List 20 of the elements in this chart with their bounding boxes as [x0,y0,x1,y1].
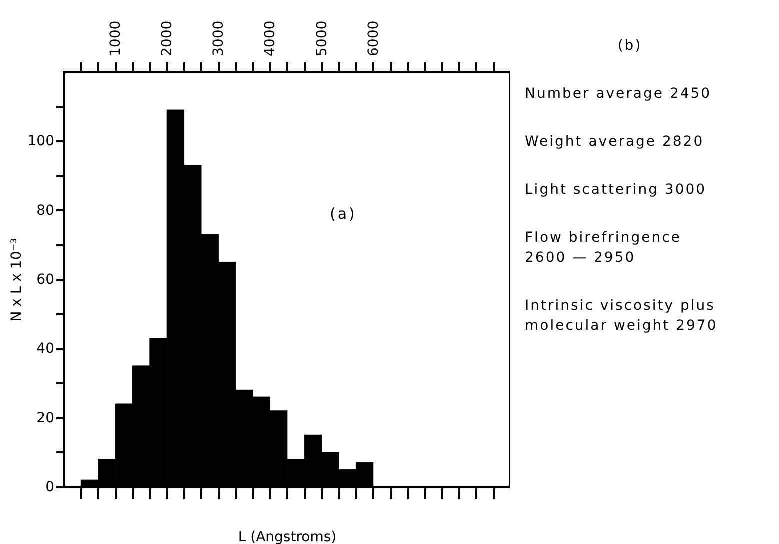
text: Weight average 2820 [525,133,706,152]
y-tick-label: 60 [36,272,54,288]
y-axis-title: N x L x 10⁻³ [8,238,25,322]
text: Number average 2450 [525,85,713,104]
y-tick-label: 100 [28,134,54,150]
annotation: (a) [330,205,357,223]
text: (b) [616,37,644,56]
y-tick-label: 20 [36,410,54,426]
y-tick-label: 80 [36,202,54,219]
x-tick-label: 6000 [366,20,382,56]
text: Intrinsic viscosity plus molecular weight 2970 [525,297,719,336]
x-tick-label: 3000 [211,20,228,56]
y-tick-label: 40 [36,341,54,358]
x-tick-label: 2000 [160,20,176,56]
text: Light scattering 3000 [525,181,708,200]
x-tick-label: 1000 [108,20,124,56]
x-tick-label: 5000 [314,20,330,56]
y-tick-label: 0 [46,480,54,496]
text: Flow birefringence 2600 — 2950 [525,229,682,268]
x-tick-label: 4000 [262,20,279,56]
